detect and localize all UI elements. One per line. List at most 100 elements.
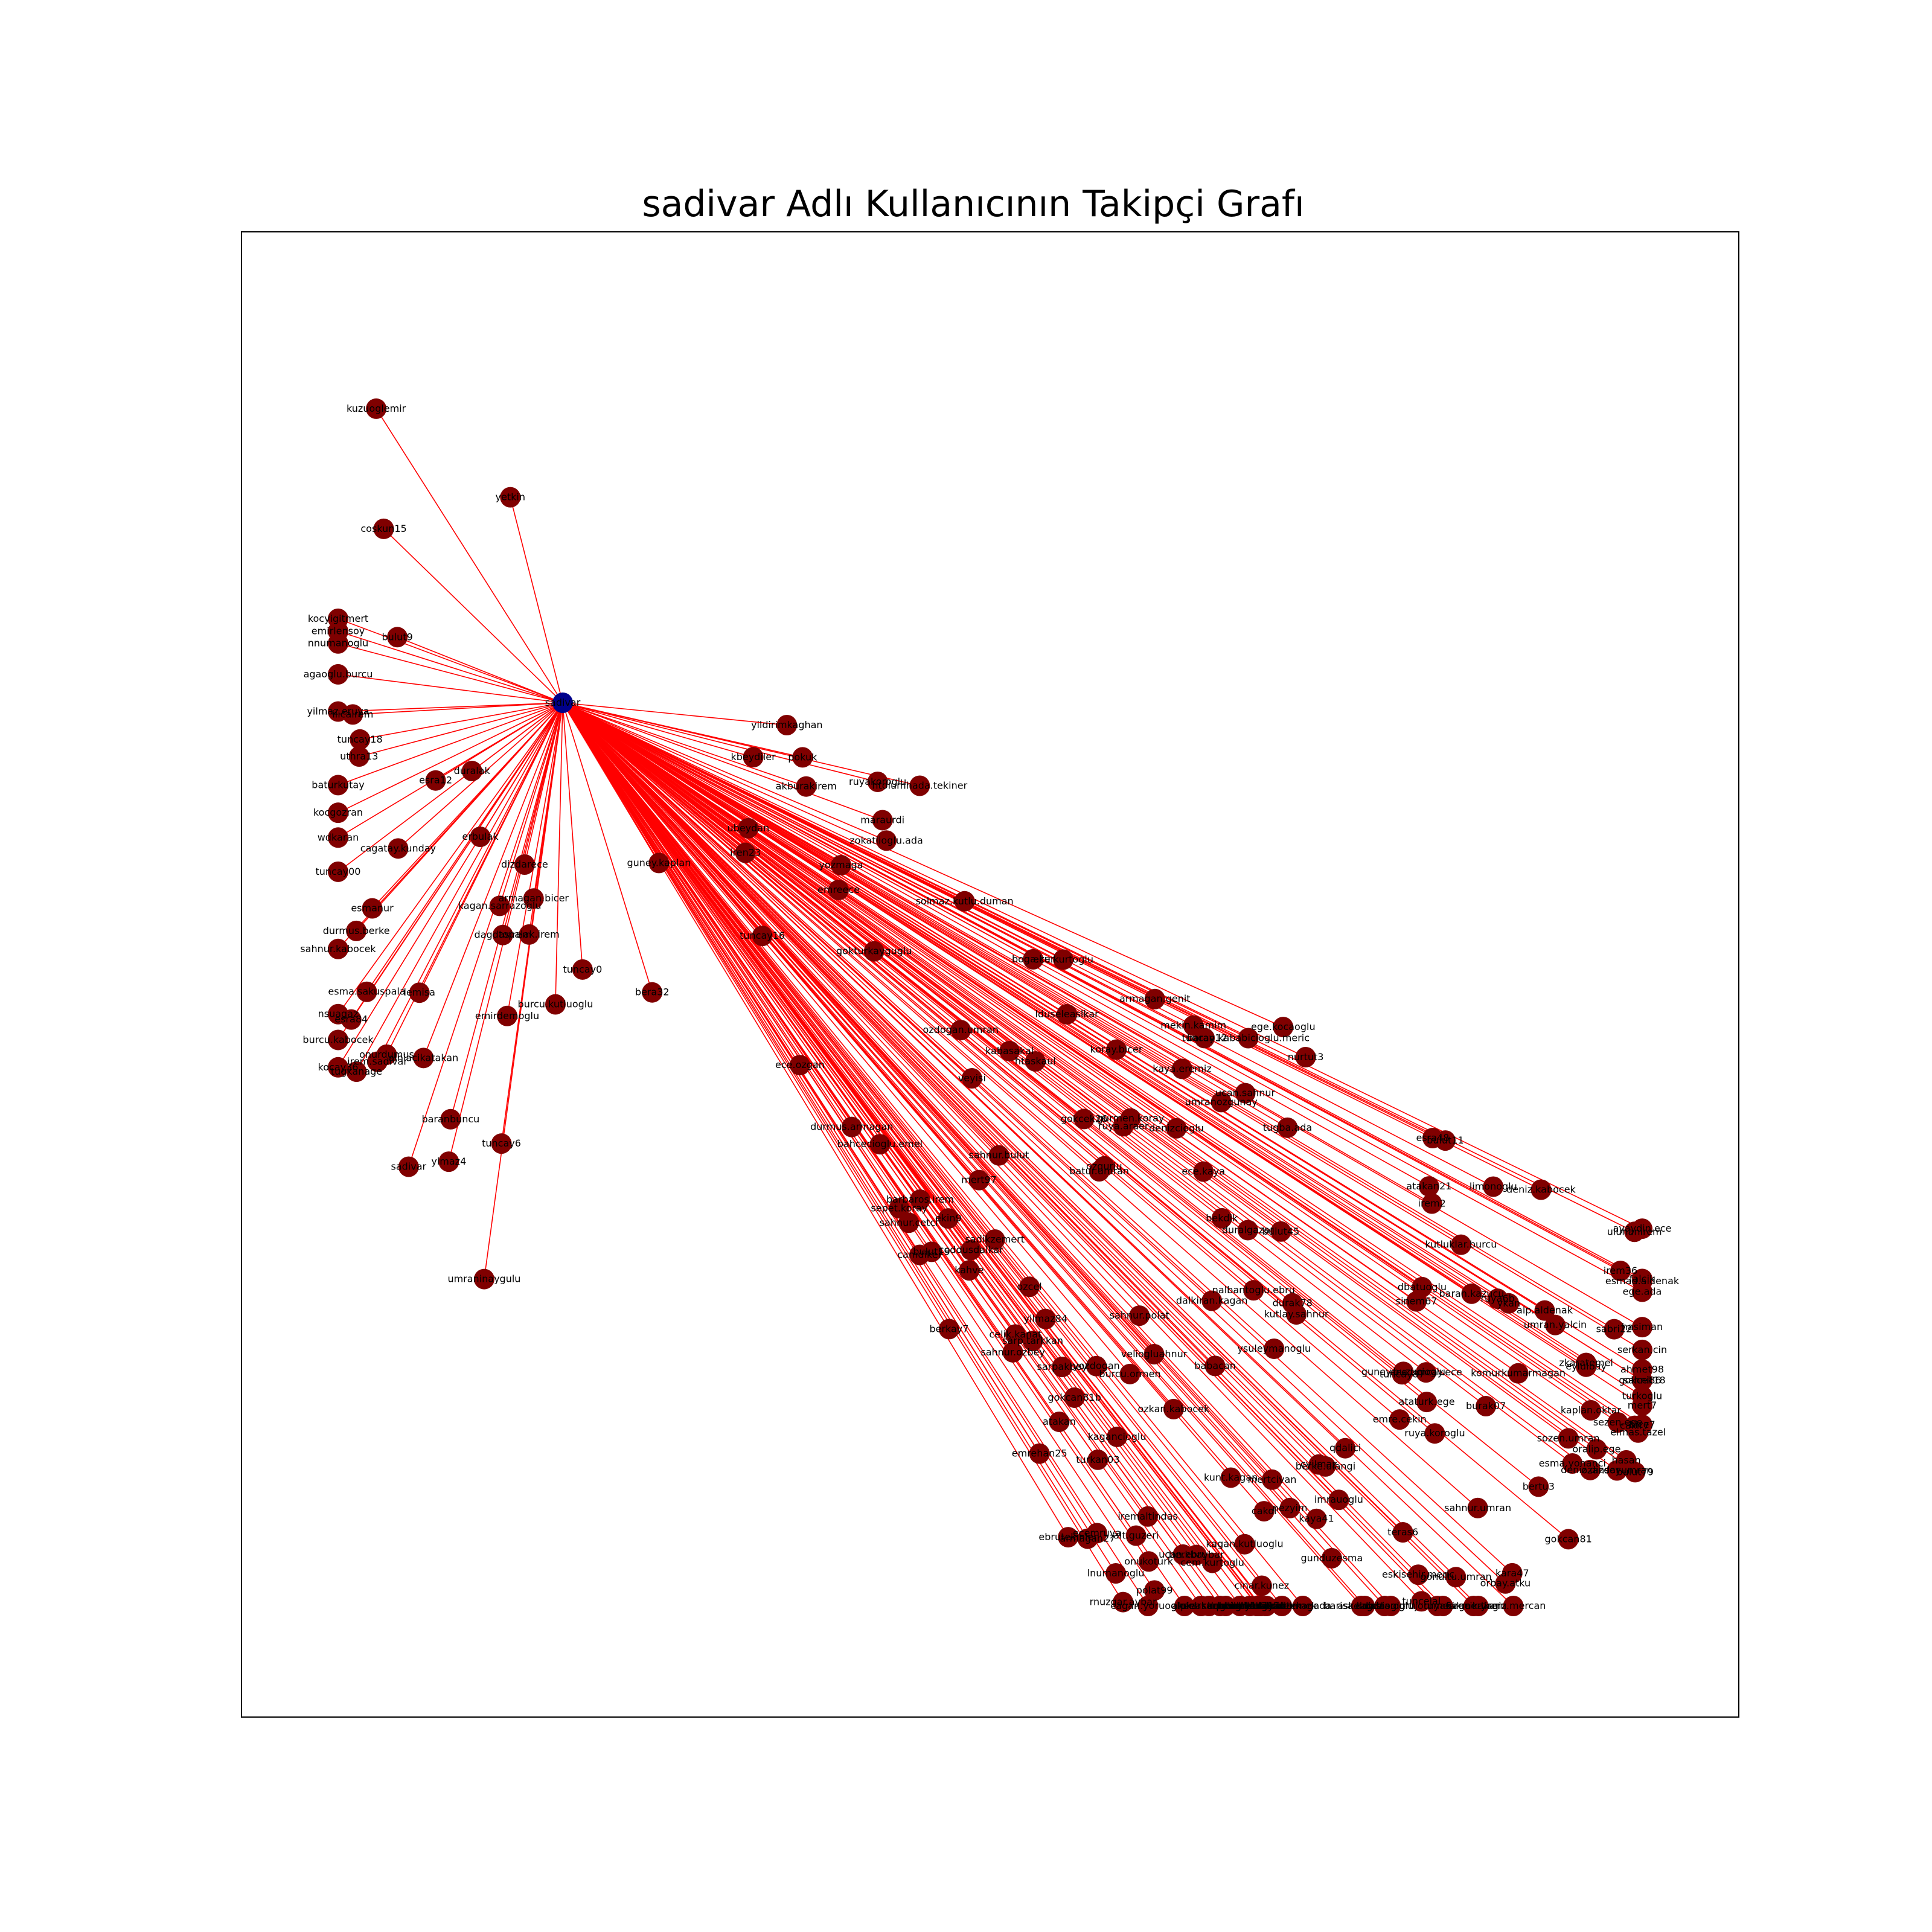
follower-label: mert97 [961,1174,997,1186]
follower-label: alt.guzeri [1113,1530,1159,1541]
follower-label: ysuleymanoglu [1237,1343,1311,1354]
follower-label: tugkanage [331,1066,382,1077]
edge [562,702,1627,1461]
edge [562,702,1284,1028]
follower-label: tugba.ada [1263,1122,1312,1133]
edge [435,702,563,781]
follower-label: ekin9 [935,1212,962,1224]
follower-label: karabulut.berk [1231,1600,1302,1611]
edge [562,702,1643,1280]
follower-node [1186,1544,1207,1566]
follower-label: barbaros.irem [886,1194,954,1205]
follower-node [1202,1552,1223,1573]
follower-label: solmaz.kutlu.duman [916,895,1014,907]
follower-label: ahmet98 [1620,1364,1664,1375]
follower-label: burak07 [1466,1400,1506,1412]
edge [562,702,1089,1540]
edge [562,702,1254,1291]
follower-node [889,1198,910,1219]
follower-node [425,770,446,791]
follower-node [1632,1339,1652,1360]
edge [562,702,1479,1509]
follower-node [1418,1176,1439,1197]
follower-label: sepet.koray [871,1202,927,1214]
follower-node [1093,1156,1115,1177]
follower-node [1238,1028,1259,1049]
follower-label: durak78 [1273,1297,1313,1309]
follower-node [876,830,897,851]
edge [562,702,1124,1602]
follower-label: irem2 [1418,1197,1446,1209]
follower-node [1220,1467,1241,1488]
follower-label: sinem67 [1396,1296,1438,1307]
follower-label: yilmaz.eruya [307,706,369,717]
edge [507,702,563,1016]
follower-node [1607,1412,1628,1433]
follower-label: boga.kur [1012,953,1055,965]
follower-node [440,1108,461,1130]
follower-node [863,941,884,962]
follower-label: ozcel [1017,1281,1041,1292]
edge [337,630,563,703]
follower-node [1408,1564,1429,1585]
edge [562,702,920,787]
follower-node [1508,1363,1529,1384]
follower-node [872,810,893,831]
follower-node [1073,1108,1095,1130]
follower-node [519,924,540,945]
follower-label: sahnur.ozbey [980,1346,1044,1358]
follower-label: deniz.dizdar [1561,1464,1620,1476]
edge [418,702,563,993]
follower-label: ozgurlu [1086,1160,1122,1172]
follower-label: erbulak [462,831,499,842]
follower-node [523,888,544,909]
follower-label: qdalici [1329,1442,1361,1454]
follower-node [1558,1428,1579,1449]
follower-label: ucan.ebru [1159,1549,1208,1560]
edge [562,702,1514,1607]
follower-node [328,775,348,796]
follower-label: cagdas.oglu [1355,1600,1414,1611]
follower-label: yilmaz84 [1023,1313,1067,1325]
follower-label: yozdogan [1073,1360,1120,1372]
follower-node [491,1133,512,1154]
follower-label: cagatay.kunday [360,842,436,854]
follower-label: kara47 [1495,1567,1529,1579]
follower-label: bkeoglu [1238,1600,1276,1611]
follower-node [1261,1469,1282,1490]
follower-node [1279,1497,1300,1518]
edge [562,702,1587,1364]
follower-label: armagan.bicer [499,892,569,904]
follower-node [1562,1453,1583,1474]
follower-label: celik.kanat [989,1328,1041,1340]
follower-label: esma.yonanci [1539,1457,1606,1469]
edge [472,702,563,772]
follower-node [1495,1573,1516,1594]
follower-label: kagan.kutluoglu [1206,1538,1283,1550]
follower-label: kutlay.sahnur [1264,1308,1329,1320]
follower-label: mekin.kamim [1160,1020,1226,1031]
follower-label: veyisi [958,1072,986,1084]
follower-node [1052,1357,1073,1378]
edge [562,702,1010,1052]
follower-node [373,518,394,539]
follower-label: deniz.kabocek [1506,1184,1576,1195]
follower-node [1229,1596,1250,1616]
follower-label: sozen.umran [1537,1432,1600,1444]
edge [562,702,1509,1304]
follower-node [938,1319,959,1340]
edge [562,702,1140,1316]
follower-node [470,827,491,848]
follower-label: orbay.atku [1480,1578,1531,1589]
edge [562,702,1479,1607]
follower-node [1632,1386,1652,1407]
follower-node [984,1229,1005,1250]
follower-node [1138,1551,1159,1572]
follower-label: hasan [1611,1454,1640,1466]
follower-label: zkaratemel [1559,1357,1613,1368]
follower-label: kagan.sarrazoglu [458,900,542,911]
follower-label: yagiz.mercan [1481,1600,1546,1611]
edge [562,702,950,1329]
follower-label: cakir7 [1620,1420,1649,1431]
follower-node [346,1061,367,1083]
